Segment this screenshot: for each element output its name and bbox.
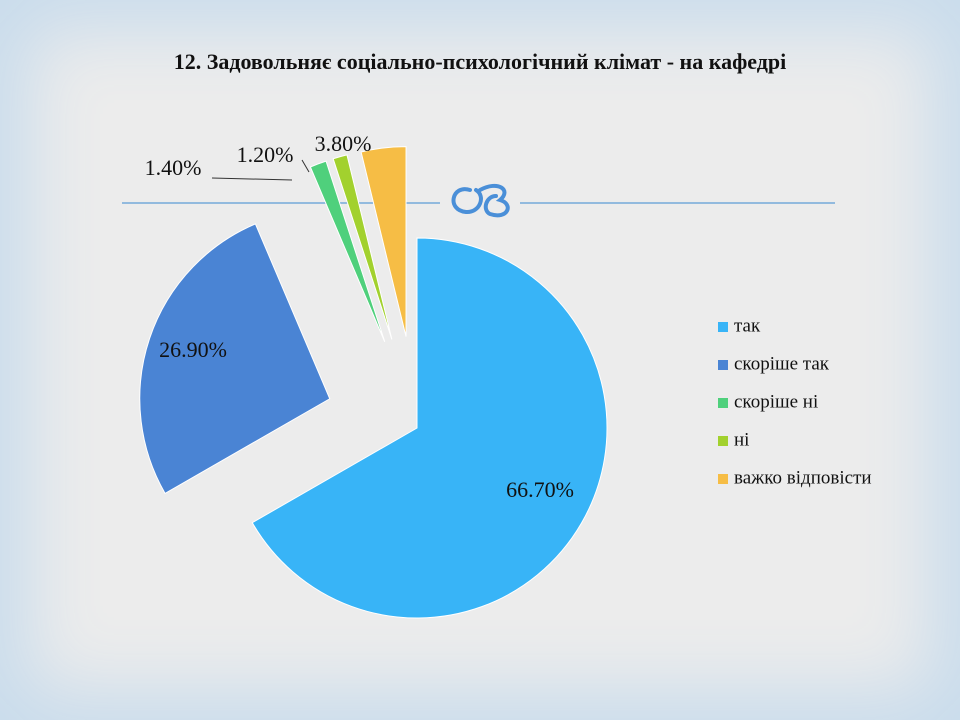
pie-slice	[360, 146, 407, 337]
data-label: 1.40%	[145, 155, 202, 180]
ornament	[451, 183, 510, 218]
legend-swatch	[718, 436, 728, 446]
data-label: 66.70%	[506, 477, 574, 502]
legend-label: важко відповісти	[734, 467, 872, 488]
legend-swatch	[718, 322, 728, 332]
leader-line	[301, 159, 310, 173]
legend-swatch	[718, 360, 728, 370]
pie-slice	[139, 223, 331, 495]
legend-label: так	[734, 315, 761, 336]
legend-label: скоріше так	[734, 353, 830, 374]
pie-slice	[251, 237, 608, 619]
data-label: 26.90%	[159, 337, 227, 362]
legend-label: скоріше ні	[734, 391, 818, 412]
chart-title: 12. Задовольняє соціально-психологічний …	[173, 49, 787, 74]
pie-slice	[309, 160, 386, 343]
data-label: 3.80%	[315, 131, 372, 156]
pie-slice	[332, 154, 393, 340]
legend-swatch	[718, 398, 728, 408]
data-label: 1.20%	[237, 142, 294, 167]
legend-swatch	[718, 474, 728, 484]
legend-label: ні	[734, 429, 749, 450]
leader-line	[211, 177, 293, 181]
